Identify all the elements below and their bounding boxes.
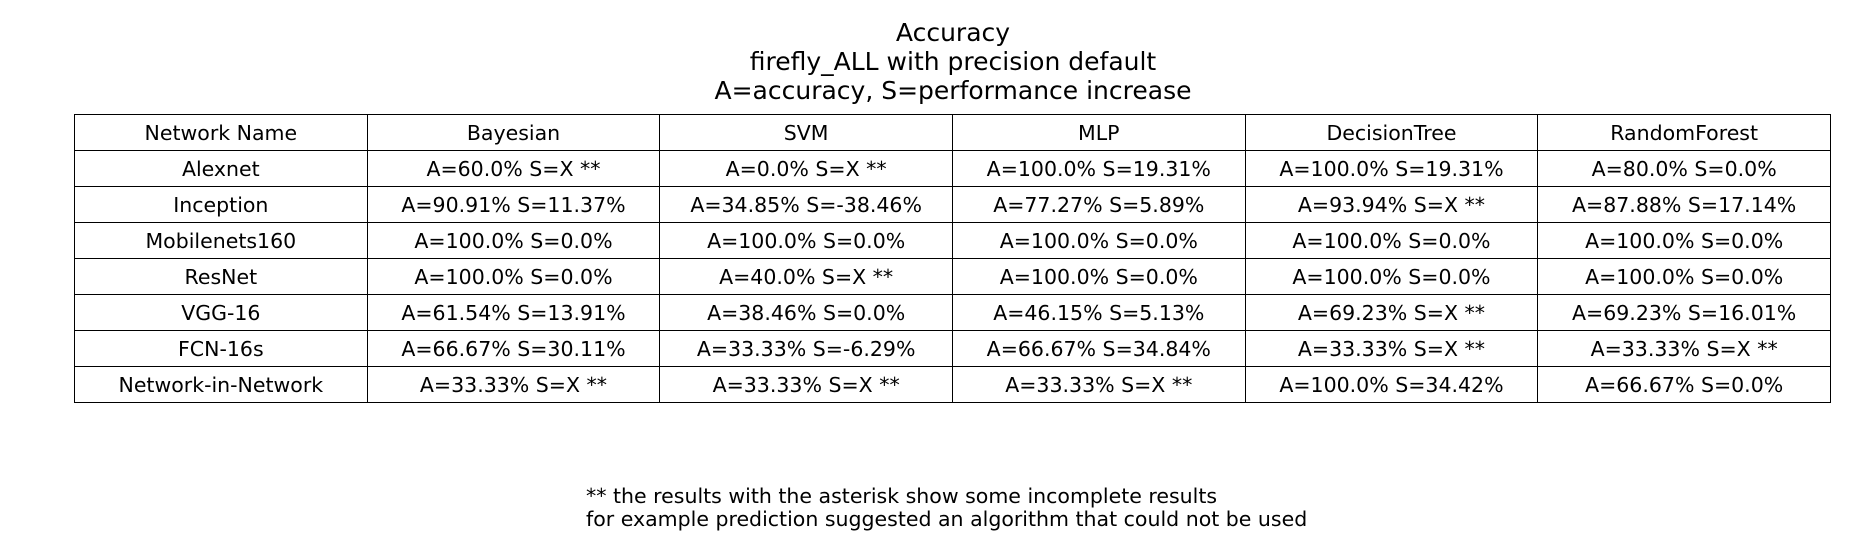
column-header: DecisionTree	[1244, 114, 1539, 151]
table-cell: A=100.0% S=0.0%	[1244, 222, 1539, 259]
table-cell: A=69.23% S=X **	[1244, 294, 1539, 331]
column-header: RandomForest	[1537, 114, 1831, 151]
table-row: FCN-16s A=66.67% S=30.11% A=33.33% S=-6.29…	[74, 330, 1831, 367]
chart-legend-line: A=accuracy, S=performance increase	[714, 76, 1192, 105]
table-row: ResNet A=100.0% S=0.0% A=40.0% S=X ** A=100…	[74, 258, 1831, 295]
chart-subtitle-line: firefly_ALL with precision default	[749, 47, 1157, 76]
chart-title: Accuracy firefly_ALL with precision defa…	[0, 18, 1850, 105]
table-cell: A=33.33% S=X **	[1244, 330, 1539, 367]
table-cell: A=100.0% S=0.0%	[366, 258, 661, 295]
column-header: MLP	[951, 114, 1246, 151]
row-label: FCN-16s	[74, 330, 368, 367]
table-cell: A=90.91% S=11.37%	[366, 186, 661, 223]
row-label: Mobilenets160	[74, 222, 368, 259]
table-cell: A=33.33% S=X **	[659, 366, 953, 403]
row-label: Network-in-Network	[74, 366, 368, 403]
chart-title-line: Accuracy	[895, 18, 1011, 47]
table-cell: A=33.33% S=X **	[366, 366, 661, 403]
table-cell: A=100.0% S=34.42%	[1244, 366, 1539, 403]
table-cell: A=77.27% S=5.89%	[951, 186, 1246, 223]
table-cell: A=66.67% S=30.11%	[366, 330, 661, 367]
row-label: VGG-16	[74, 294, 368, 331]
table-cell: A=33.33% S=X **	[951, 366, 1246, 403]
table-cell: A=40.0% S=X **	[659, 258, 953, 295]
table-row: VGG-16 A=61.54% S=13.91% A=38.46% S=0.0% A=…	[74, 294, 1831, 331]
table-cell: A=100.0% S=0.0%	[1537, 222, 1831, 259]
table-cell: A=0.0% S=X **	[659, 150, 953, 187]
table-row: Inception A=90.91% S=11.37% A=34.85% S=-38…	[74, 186, 1831, 223]
table-cell: A=87.88% S=17.14%	[1537, 186, 1831, 223]
table-cell: A=66.67% S=34.84%	[951, 330, 1246, 367]
table-cell: A=80.0% S=0.0%	[1537, 150, 1831, 187]
footnote: ** the results with the asterisk show so…	[586, 485, 1307, 531]
table-cell: A=100.0% S=0.0%	[1244, 258, 1539, 295]
row-label: ResNet	[74, 258, 368, 295]
table-cell: A=66.67% S=0.0%	[1537, 366, 1831, 403]
table-cell: A=100.0% S=0.0%	[1537, 258, 1831, 295]
column-header: SVM	[659, 114, 953, 151]
results-table: Network Name Bayesian SVM MLP DecisionTree Ra…	[74, 114, 1831, 403]
table-row: Alexnet A=60.0% S=X ** A=0.0% S=X ** A=100.…	[74, 150, 1831, 187]
table-cell: A=38.46% S=0.0%	[659, 294, 953, 331]
table-cell: A=100.0% S=19.31%	[951, 150, 1246, 187]
table-cell: A=69.23% S=16.01%	[1537, 294, 1831, 331]
table-cell: A=61.54% S=13.91%	[366, 294, 661, 331]
column-header: Bayesian	[366, 114, 661, 151]
table-cell: A=100.0% S=0.0%	[951, 222, 1246, 259]
footnote-line: ** the results with the asterisk show so…	[586, 484, 1218, 508]
footnote-line: for example prediction suggested an algo…	[586, 507, 1308, 531]
table-cell: A=100.0% S=0.0%	[659, 222, 953, 259]
table-row: Network-in-Network A=33.33% S=X ** A=33.33…	[74, 366, 1831, 403]
table-cell: A=34.85% S=-38.46%	[659, 186, 953, 223]
table-cell: A=100.0% S=0.0%	[951, 258, 1246, 295]
table-cell: A=100.0% S=19.31%	[1244, 150, 1539, 187]
table-row: Mobilenets160 A=100.0% S=0.0% A=100.0% S=0…	[74, 222, 1831, 259]
row-label: Inception	[74, 186, 368, 223]
table-header-row: Network Name Bayesian SVM MLP DecisionTree Ra…	[74, 114, 1831, 151]
table-cell: A=33.33% S=X **	[1537, 330, 1831, 367]
column-header: Network Name	[74, 114, 368, 151]
row-label: Alexnet	[74, 150, 368, 187]
table-cell: A=93.94% S=X **	[1244, 186, 1539, 223]
results-table-body: Network Name Bayesian SVM MLP DecisionTree Ra…	[74, 114, 1831, 403]
table-cell: A=33.33% S=-6.29%	[659, 330, 953, 367]
table-cell: A=100.0% S=0.0%	[366, 222, 661, 259]
table-cell: A=46.15% S=5.13%	[951, 294, 1246, 331]
table-cell: A=60.0% S=X **	[366, 150, 661, 187]
